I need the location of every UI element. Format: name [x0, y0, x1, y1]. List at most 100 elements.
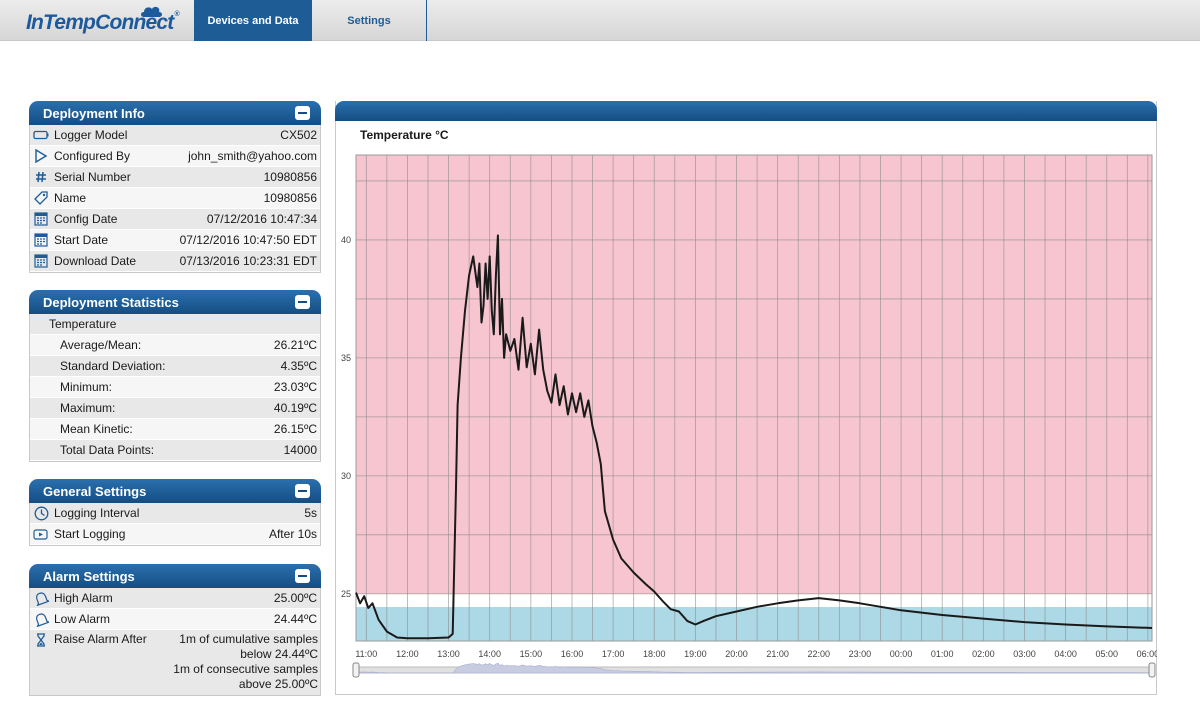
info-row-serial-number: Serial Number 10980856 [30, 167, 320, 188]
hash-icon [32, 169, 50, 185]
stats-row-total-points: Total Data Points: 14000 [30, 440, 320, 461]
row-label: Name [54, 191, 87, 205]
stats-group-label: Temperature [30, 314, 320, 335]
range-navigator [352, 662, 1156, 678]
row-label: Mean Kinetic: [60, 422, 133, 436]
alarm-row-raise-after: Raise Alarm After 1m of cumulative sampl… [30, 630, 320, 695]
x-tick-label: 11:00 [355, 649, 377, 659]
row-value: 14000 [283, 443, 317, 457]
row-value: 07/12/2016 10:47:50 EDT [179, 233, 317, 247]
tab-devices-and-data[interactable]: Devices and Data [194, 0, 312, 41]
chart-title: Temperature °C [360, 128, 449, 142]
chart-grid [355, 154, 1153, 642]
info-row-configured-by: Configured By john_smith@yahoo.com [30, 146, 320, 167]
info-row-start-date: Start Date 07/12/2016 10:47:50 EDT [30, 230, 320, 251]
top-navigation-bar: InTempConnect® Devices and Data Settings [0, 0, 1200, 41]
row-label: Configured By [54, 149, 131, 163]
tab-settings[interactable]: Settings [312, 0, 427, 41]
x-tick-label: 23:00 [849, 649, 872, 659]
row-label: Raise Alarm After [54, 632, 147, 646]
info-row-config-date: Config Date 07/12/2016 10:47:34 [30, 209, 320, 230]
x-tick-label: 13:00 [437, 649, 460, 659]
row-label: Logging Interval [54, 506, 140, 520]
row-label: High Alarm [54, 591, 113, 605]
collapse-button[interactable] [295, 569, 310, 583]
x-tick-label: 00:00 [890, 649, 913, 659]
row-label: Download Date [54, 254, 137, 268]
high-alarm-zone [356, 155, 1152, 594]
raise-condition-line: above 25.00ºC [238, 677, 318, 691]
row-label: Maximum: [60, 401, 116, 415]
x-tick-label: 02:00 [972, 649, 995, 659]
navigator-preview-area [355, 662, 1153, 674]
stats-row-maximum: Maximum: 40.19ºC [30, 398, 320, 419]
collapse-button[interactable] [295, 295, 310, 309]
x-tick-label: 20:00 [725, 649, 748, 659]
alarm-zones [356, 155, 1152, 641]
collapse-button[interactable] [295, 106, 310, 120]
x-tick-label: 18:00 [643, 649, 666, 659]
panel-header: Alarm Settings [29, 564, 321, 588]
bell-icon [32, 590, 50, 606]
deployment-statistics-panel: Deployment Statistics Temperature Averag… [29, 290, 321, 462]
raise-conditions: 1m of cumulative samples below 24.44ºC 1… [147, 632, 318, 692]
x-tick-label: 12:00 [396, 649, 419, 659]
play-triangle-icon [32, 148, 50, 164]
start-logging-icon [32, 526, 50, 542]
row-value: 10980856 [263, 191, 317, 205]
calendar-icon [32, 232, 50, 248]
info-row-logger-model: Logger Model CX502 [30, 125, 320, 146]
plot-border [355, 154, 1153, 642]
x-tick-label: 16:00 [561, 649, 584, 659]
info-row-name: Name 10980856 [30, 188, 320, 209]
stats-row-average: Average/Mean: 26.21ºC [30, 335, 320, 356]
x-tick-label: 19:00 [684, 649, 707, 659]
row-label: Start Logging [54, 527, 126, 541]
row-label: Logger Model [54, 128, 128, 142]
y-tick-label: 30 [341, 471, 351, 481]
row-value: 26.15ºC [273, 422, 317, 436]
x-tick-label: 01:00 [931, 649, 954, 659]
row-label: Minimum: [60, 380, 113, 394]
panel-title: General Settings [43, 483, 147, 499]
settings-row-logging-interval: Logging Interval 5s [30, 503, 320, 524]
row-label: Total Data Points: [60, 443, 155, 457]
row-label: Low Alarm [54, 612, 111, 626]
raise-condition-line: below 24.44ºC [240, 647, 318, 661]
row-value: 5s [304, 506, 317, 520]
general-settings-panel: General Settings Logging Interval 5s Sta… [29, 479, 321, 546]
temperature-series-line [355, 234, 1153, 640]
row-value: 26.21ºC [273, 338, 317, 352]
panel-header: General Settings [29, 479, 321, 503]
y-tick-label: 35 [341, 353, 351, 363]
tag-icon [32, 190, 50, 206]
calendar-icon [32, 253, 50, 269]
x-tick-label: 22:00 [808, 649, 831, 659]
normal-zone [356, 593, 1152, 608]
chart-panel [335, 101, 1157, 695]
x-tick-label: 21:00 [766, 649, 789, 659]
alarm-row-high: High Alarm 25.00ºC [30, 588, 320, 609]
panel-header: Deployment Statistics [29, 290, 321, 314]
x-tick-label: 03:00 [1013, 649, 1036, 659]
row-value: 25.00ºC [273, 591, 317, 605]
collapse-button[interactable] [295, 484, 310, 498]
clock-icon [32, 505, 50, 521]
x-tick-label: 17:00 [602, 649, 625, 659]
row-value: 40.19ºC [273, 401, 317, 415]
alarm-settings-panel: Alarm Settings High Alarm 25.00ºC Low Al… [29, 564, 321, 696]
stats-row-minimum: Minimum: 23.03ºC [30, 377, 320, 398]
app-logo[interactable]: InTempConnect® [26, 11, 180, 34]
stats-row-std-dev: Standard Deviation: 4.35ºC [30, 356, 320, 377]
navigator-handle-left[interactable] [352, 662, 360, 678]
info-row-download-date: Download Date 07/13/2016 10:23:31 EDT [30, 251, 320, 272]
deployment-info-panel: Deployment Info Logger Model CX502 Confi… [29, 101, 321, 273]
x-tick-label: 15:00 [520, 649, 543, 659]
navigator-handle-right[interactable] [1148, 662, 1156, 678]
settings-row-start-logging: Start Logging After 10s [30, 524, 320, 545]
panel-header: Deployment Info [29, 101, 321, 125]
row-label: Standard Deviation: [60, 359, 166, 373]
row-value: After 10s [268, 527, 317, 541]
row-value: john_smith@yahoo.com [188, 149, 317, 163]
row-label: Average/Mean: [60, 338, 142, 352]
